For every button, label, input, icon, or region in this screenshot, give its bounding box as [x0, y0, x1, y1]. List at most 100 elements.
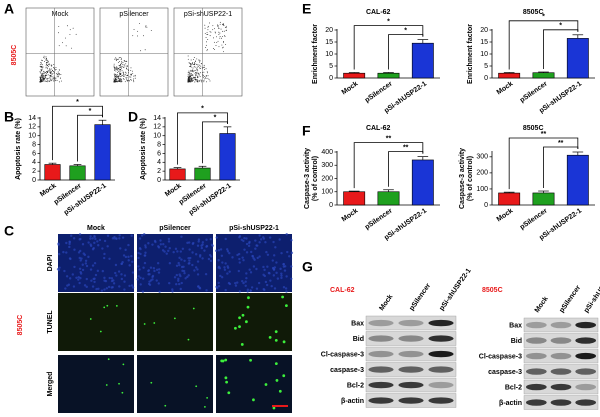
event-dot [195, 70, 197, 72]
event-dot [52, 78, 54, 80]
y-tick-label: 0 [157, 177, 161, 184]
event-dot [50, 64, 52, 66]
event-dot [128, 70, 129, 72]
event-dot [189, 81, 191, 83]
event-dot [206, 31, 208, 33]
y-tick-label: 8 [32, 141, 36, 148]
nucleus [106, 234, 110, 237]
nucleus [84, 259, 88, 262]
nucleus [247, 244, 251, 248]
band [550, 383, 572, 391]
event-dot [206, 48, 208, 50]
event-dot [48, 63, 50, 65]
event-dot [42, 76, 44, 78]
protein-label: Cl-caspase-3 [321, 352, 364, 359]
event-dot [113, 81, 115, 83]
nucleus [256, 256, 259, 260]
y-tick-label: 4 [157, 159, 161, 166]
event-dot [134, 77, 136, 79]
row-label: Merged [47, 372, 54, 397]
event-dot [205, 37, 207, 39]
event-dot [115, 74, 117, 76]
event-dot [44, 77, 46, 79]
nucleus [189, 256, 192, 260]
event-dot [222, 23, 224, 25]
event-dot [127, 74, 129, 76]
event-dot [115, 58, 117, 60]
event-dot [193, 76, 194, 78]
event-dot [124, 81, 126, 83]
nucleus [191, 251, 194, 254]
nucleus [100, 289, 104, 292]
tunel-positive [150, 381, 153, 384]
nucleus [167, 240, 171, 243]
event-dot [58, 45, 60, 47]
nucleus [85, 277, 88, 281]
nucleus [78, 233, 82, 236]
nucleus [188, 248, 191, 251]
event-dot [126, 79, 128, 81]
nucleus [162, 243, 165, 246]
event-dot [50, 72, 52, 74]
cell-line-label: 8505C [11, 45, 18, 66]
bar [532, 192, 555, 206]
tunel-positive [282, 374, 286, 378]
event-dot [209, 80, 211, 82]
event-dot [53, 78, 55, 80]
event-dot [47, 61, 49, 63]
nucleus [181, 247, 185, 250]
nucleus [228, 270, 231, 273]
nucleus [182, 265, 185, 268]
blot-strip [523, 333, 599, 348]
nucleus [57, 252, 61, 256]
nucleus [167, 249, 170, 253]
tunel-positive [89, 318, 92, 320]
y-tick-label: 0 [484, 202, 488, 209]
event-dot [47, 63, 49, 65]
event-dot [130, 79, 132, 81]
nucleus [188, 261, 191, 265]
nucleus [248, 268, 251, 271]
event-dot [203, 81, 205, 83]
nucleus [171, 288, 174, 291]
nucleus [128, 284, 131, 288]
event-dot [188, 70, 190, 72]
event-dot [43, 80, 44, 82]
event-dot [41, 79, 42, 81]
nucleus [186, 241, 189, 245]
event-dot [196, 72, 198, 74]
nucleus [143, 232, 146, 236]
event-dot [41, 64, 43, 66]
event-dot [204, 24, 206, 26]
nucleus [93, 235, 96, 239]
event-dot [54, 77, 55, 79]
event-dot [199, 68, 201, 69]
nucleus [128, 264, 131, 267]
bar [377, 191, 400, 206]
event-dot [192, 78, 194, 80]
nucleus [255, 287, 259, 290]
nucleus [151, 274, 155, 278]
nucleus [282, 286, 286, 289]
nucleus [280, 274, 283, 277]
nucleus [187, 256, 190, 260]
event-dot [75, 33, 77, 35]
nucleus [85, 285, 88, 289]
event-dot [140, 50, 142, 52]
event-dot [118, 80, 119, 82]
event-dot [57, 71, 59, 73]
nucleus [253, 258, 256, 261]
significance-bracket [202, 121, 228, 164]
event-dot [47, 74, 49, 76]
nucleus [93, 280, 96, 284]
event-dot [119, 80, 121, 82]
event-dot [43, 55, 45, 57]
cell-line-label: 8505C [482, 287, 503, 294]
nucleus [264, 240, 267, 244]
event-dot [62, 42, 64, 44]
event-dot [205, 75, 207, 76]
event-dot [116, 68, 118, 70]
nucleus [214, 249, 218, 252]
event-dot [207, 34, 209, 36]
event-dot [40, 76, 42, 78]
